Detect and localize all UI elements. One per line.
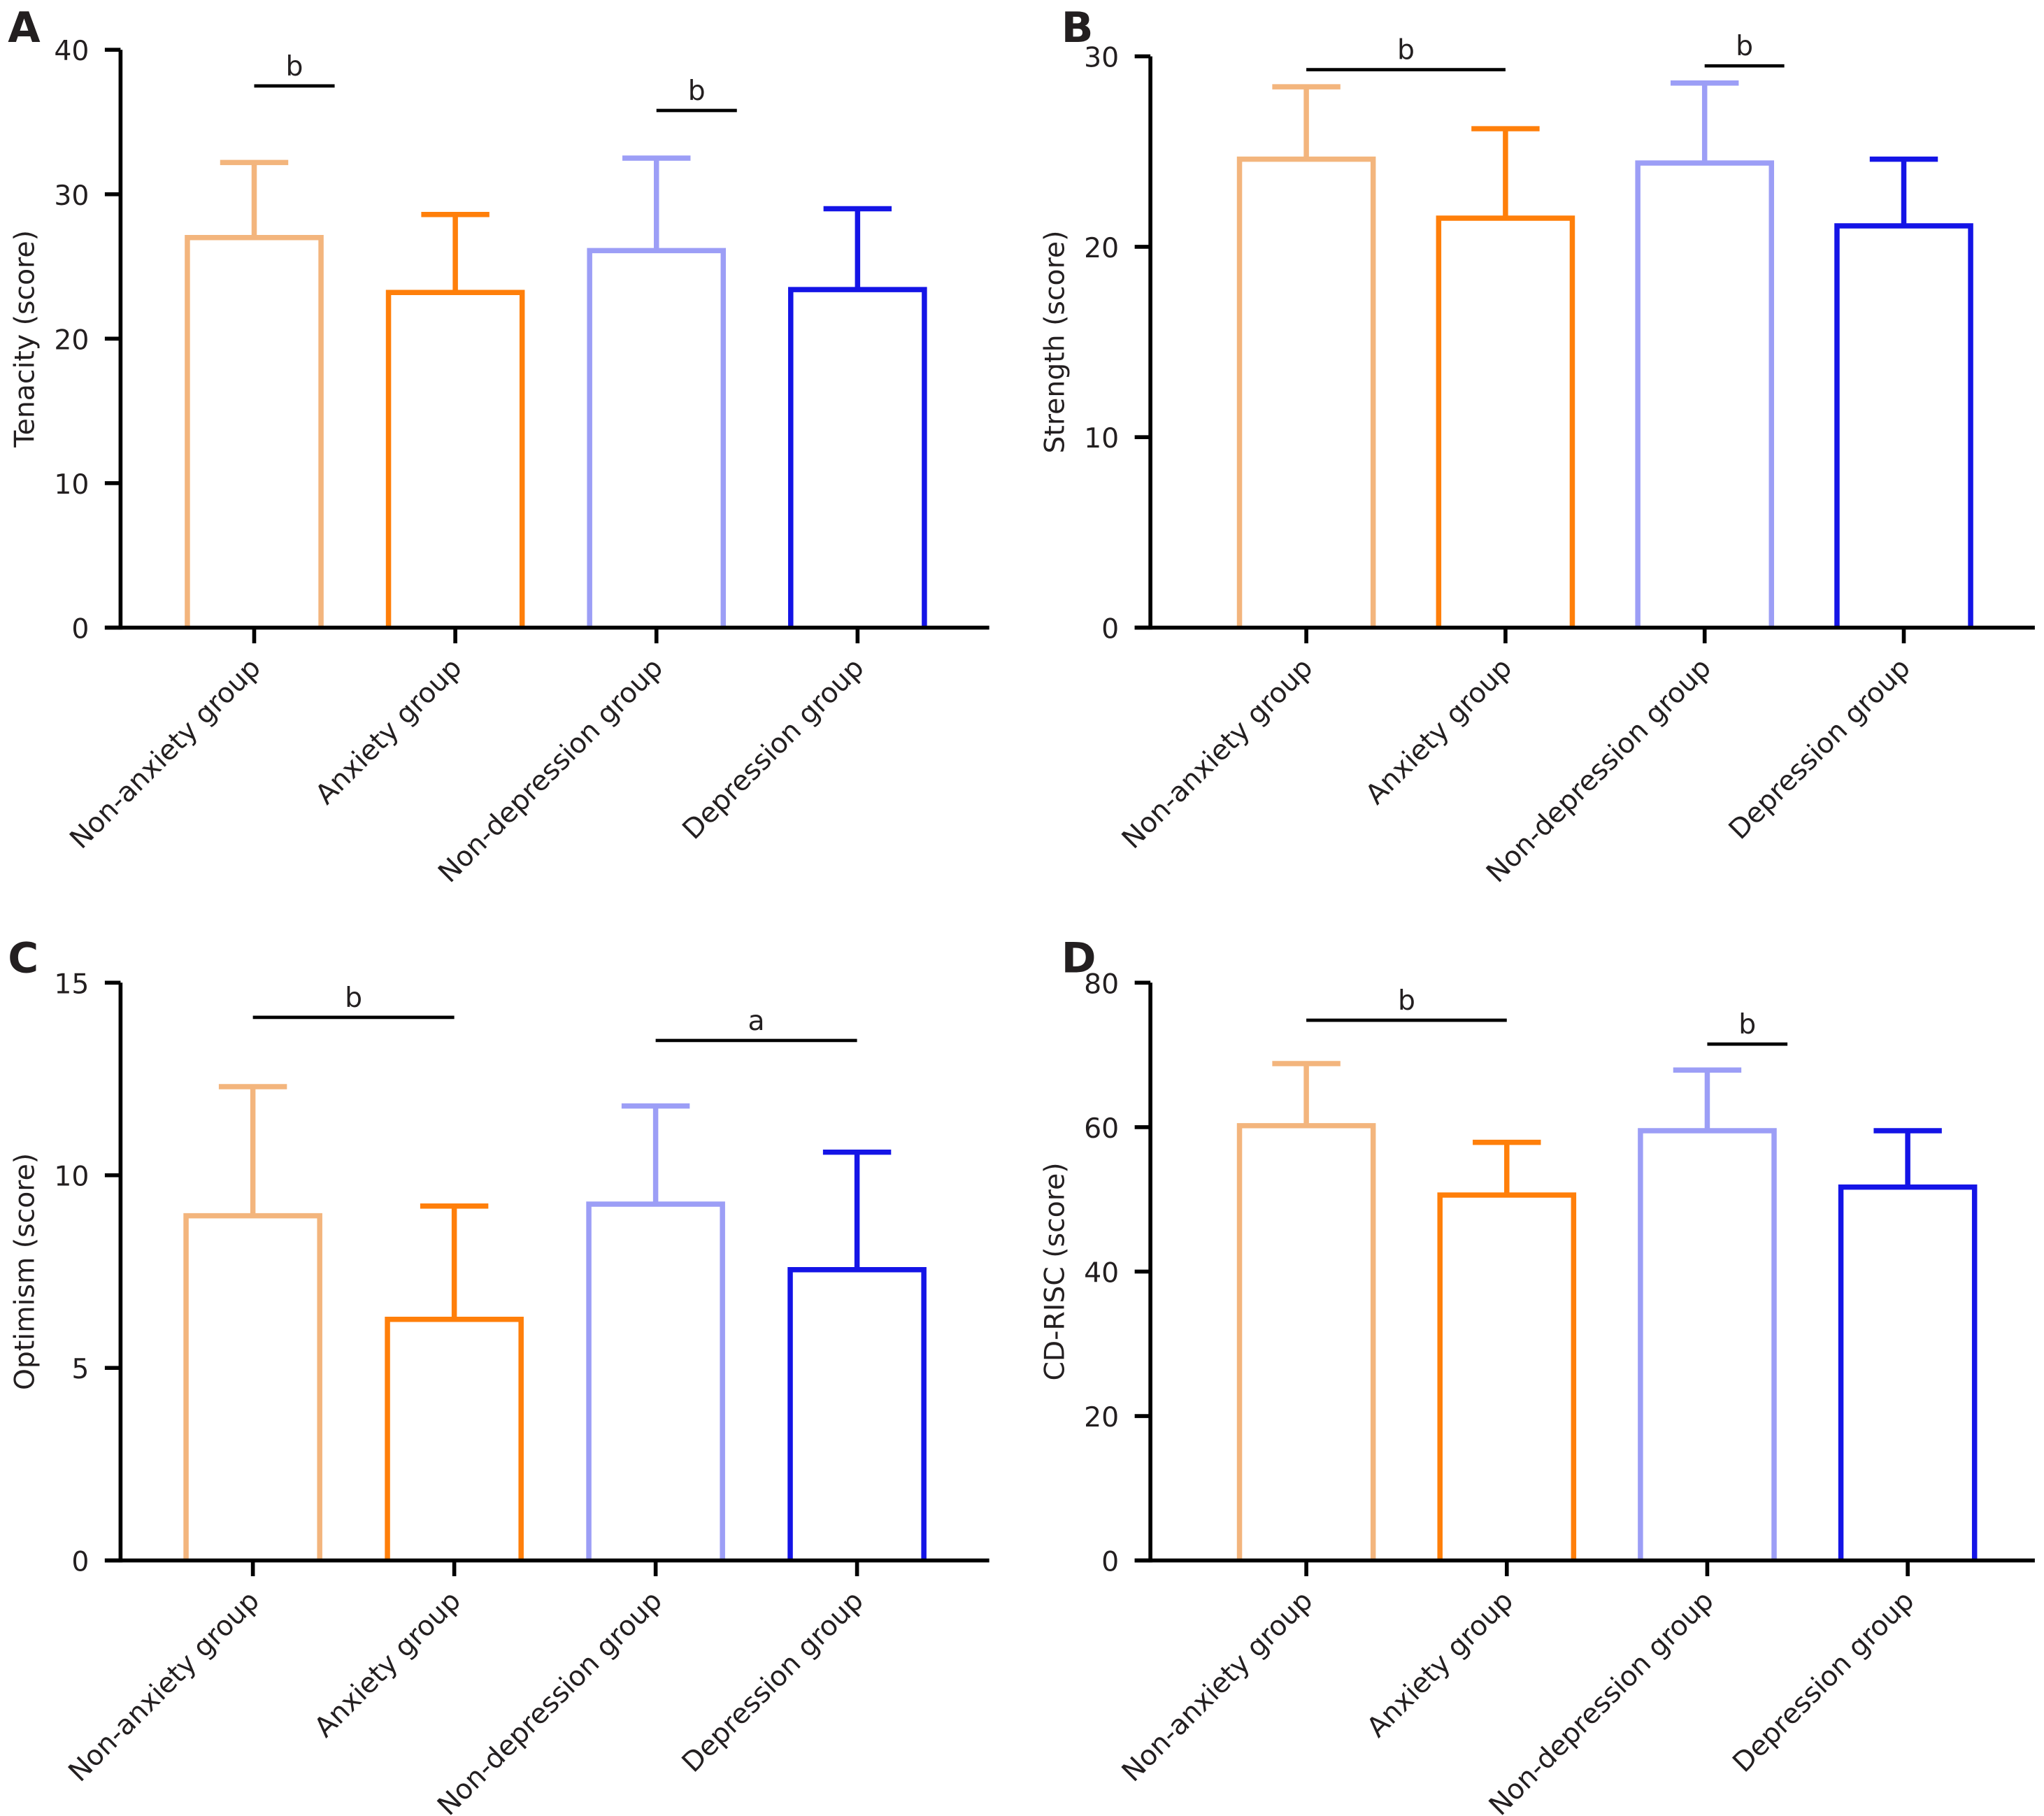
x-tick-label: Non-anxiety group — [64, 652, 267, 855]
x-tick-label: Non-depression group — [1482, 1585, 1720, 1816]
bar — [1236, 1123, 1376, 1561]
x-tick-label: Non-anxiety group — [1115, 652, 1319, 855]
bar — [787, 1266, 927, 1561]
bar — [1635, 160, 1775, 628]
x-tick-label: Anxiety group — [309, 652, 468, 810]
significance-label: b — [286, 50, 303, 83]
y-tick-label: 0 — [1101, 1546, 1119, 1578]
x-tick-label: Anxiety group — [1359, 652, 1518, 810]
y-tick-label: 5 — [71, 1353, 89, 1385]
panel-letter: C — [8, 934, 38, 982]
y-axis-label: CD-RISC (score) — [1038, 1162, 1071, 1380]
bar — [183, 1213, 322, 1561]
significance-label: b — [1398, 985, 1415, 1017]
y-tick-label: 60 — [1084, 1113, 1119, 1145]
panel-c: C Non-anxiety group Anxiety groupNon-depre… — [8, 934, 989, 1816]
y-tick-label: 40 — [54, 35, 89, 67]
y-tick-label: 30 — [54, 180, 89, 212]
x-tick-label: Anxiety group — [1361, 1585, 1520, 1743]
bar — [1638, 1128, 1777, 1561]
y-tick-label: 20 — [1084, 232, 1119, 264]
significance-label: b — [1397, 34, 1415, 66]
y-tick-label: 80 — [1084, 968, 1119, 1000]
y-tick-label: 30 — [1084, 42, 1119, 74]
bar — [1437, 1192, 1577, 1561]
y-tick-label: 20 — [54, 324, 89, 356]
panel-a: A Non-anxiety group Anxiety groupNon-depre… — [8, 3, 989, 889]
y-tick-label: 0 — [71, 613, 89, 645]
y-tick-label: 10 — [1084, 422, 1119, 455]
significance-label: b — [345, 982, 362, 1014]
panel-letter: B — [1062, 3, 1094, 52]
y-axis-label: Tenacity (score) — [9, 230, 41, 448]
bar — [1838, 1184, 1978, 1561]
y-tick-label: 20 — [1084, 1401, 1119, 1434]
x-tick-label: Non-anxiety group — [62, 1585, 266, 1788]
bar — [1236, 156, 1376, 628]
y-axis-label: Strength (score) — [1038, 231, 1071, 454]
bar — [1436, 215, 1575, 628]
y-tick-label: 40 — [1084, 1257, 1119, 1289]
x-tick-label: Depression group — [676, 652, 871, 846]
x-tick-label: Depression group — [1727, 1585, 1921, 1779]
significance-label: b — [1738, 1008, 1756, 1041]
x-tick-label: Depression group — [1722, 652, 1917, 846]
y-axis-label: Optimism (score) — [9, 1153, 41, 1390]
x-tick-label: Non-depression group — [431, 1585, 669, 1816]
y-tick-label: 10 — [54, 469, 89, 501]
x-tick-label: Non-depression group — [432, 652, 669, 889]
panel-letter: A — [8, 3, 41, 52]
bar — [788, 287, 927, 628]
x-tick-label: Anxiety group — [308, 1585, 466, 1743]
significance-label: a — [748, 1005, 765, 1037]
x-tick-label: Depression group — [676, 1585, 870, 1779]
bar — [586, 1201, 725, 1561]
panel-letter: D — [1062, 934, 1096, 982]
significance-label: b — [688, 75, 706, 107]
y-tick-label: 10 — [54, 1161, 89, 1193]
bar — [385, 1317, 524, 1561]
bar — [1834, 223, 1973, 628]
x-tick-label: Non-anxiety group — [1115, 1585, 1319, 1788]
bar — [587, 248, 727, 628]
y-tick-label: 15 — [54, 968, 89, 1000]
y-tick-label: 0 — [1101, 613, 1119, 645]
bar — [385, 289, 525, 628]
significance-label: b — [1736, 30, 1753, 62]
x-tick-label: Non-depression group — [1480, 652, 1717, 889]
y-tick-label: 0 — [71, 1546, 89, 1578]
panel-b: B Non-anxiety group Anxiety groupNon-depre… — [1038, 3, 2035, 889]
bar — [185, 235, 324, 628]
panel-d: D Non-anxiety group Anxiety groupNon-depre… — [1038, 934, 2035, 1816]
